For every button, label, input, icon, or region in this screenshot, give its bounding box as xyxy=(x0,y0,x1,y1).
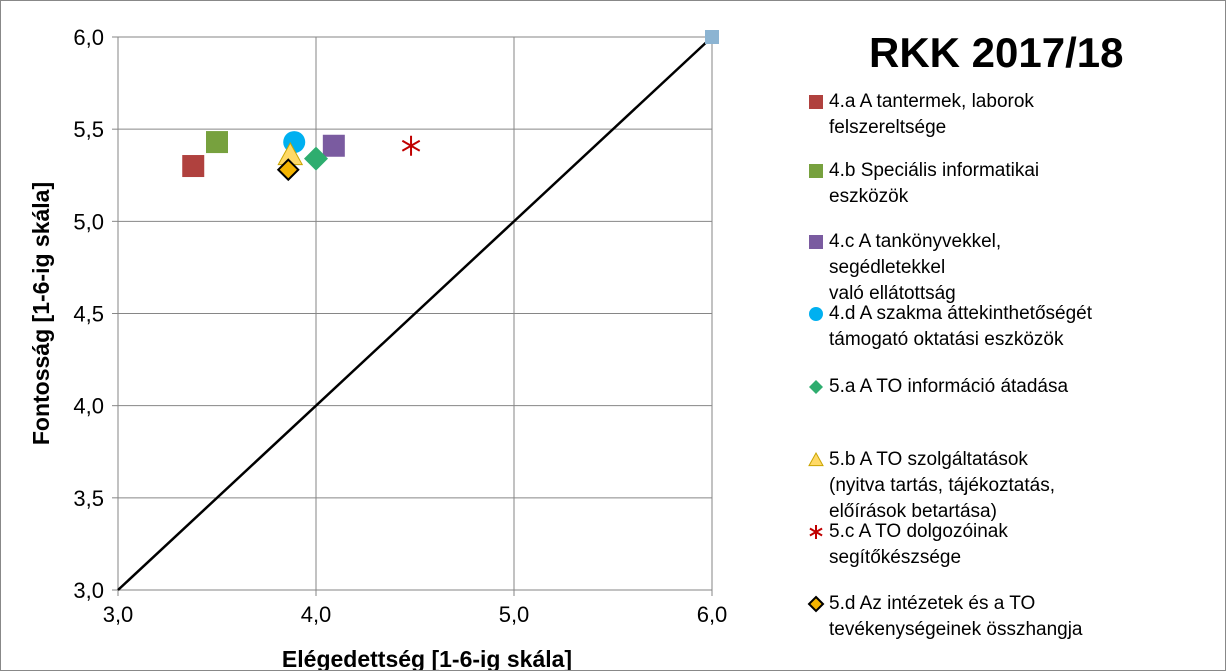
legend-symbol xyxy=(809,307,823,321)
y-axis-title: Fontosság [1-6-ig skála] xyxy=(28,182,54,445)
legend-marker xyxy=(809,235,823,249)
legend-marker xyxy=(808,451,824,467)
corner-point xyxy=(705,30,719,44)
x-tick-label: 3,0 xyxy=(103,602,134,627)
x-axis-title: Elégedettség [1-6-ig skála] xyxy=(282,646,572,670)
legend-symbol xyxy=(809,164,823,178)
y-tick-label: 4,0 xyxy=(73,394,104,419)
legend-label: 5.c A TO dolgozóinak segítőkészsége xyxy=(829,521,1008,568)
legend-label: 4.d A szakma áttekinthetőségét támogató … xyxy=(829,303,1093,350)
y-tick-label: 6,0 xyxy=(73,25,104,50)
legend-label: 4.b Speciális informatikai eszközök xyxy=(829,160,1040,207)
y-tick-label: 3,0 xyxy=(73,578,104,603)
reference-line xyxy=(117,36,713,591)
legend-marker xyxy=(809,164,823,178)
chart-title: RKK 2017/18 xyxy=(869,29,1124,76)
y-tick-label: 5,5 xyxy=(73,117,104,142)
y-tick-label: 4,5 xyxy=(73,302,104,327)
point-5c xyxy=(401,135,421,156)
legend-marker xyxy=(809,380,823,394)
y-tick-label: 3,5 xyxy=(73,486,104,511)
legend-marker xyxy=(809,95,823,109)
legend-symbol-5d xyxy=(807,595,825,613)
x-tick-label: 5,0 xyxy=(499,602,530,627)
point-4a xyxy=(182,155,205,178)
point-4b xyxy=(206,131,228,154)
legend-label: 5.a A TO információ átadása xyxy=(829,376,1069,397)
x-tick-label: 4,0 xyxy=(301,602,332,627)
legend-marker xyxy=(809,525,823,539)
legend-symbol xyxy=(809,380,823,394)
legend-label: 4.c A tankönyvekkel, segédletekkel való … xyxy=(829,231,1002,304)
legend-symbol xyxy=(809,95,823,109)
point-5a xyxy=(304,146,328,171)
legend-symbol xyxy=(809,235,823,249)
x-tick-label: 6,0 xyxy=(697,602,728,627)
star-stroke xyxy=(809,527,823,537)
legend-symbol xyxy=(808,451,824,467)
legend-symbol xyxy=(809,525,823,539)
legend-marker xyxy=(809,307,823,321)
star-stroke xyxy=(401,139,421,152)
y-tick-label: 5,0 xyxy=(73,209,104,234)
legend-label: 4.a A tantermek, laborok felszereltsége xyxy=(829,91,1034,138)
legend-label: 5.b A TO szolgáltatások (nyitva tartás, … xyxy=(829,449,1055,522)
point-5d xyxy=(276,158,300,182)
legend-marker xyxy=(807,595,825,613)
legend-label: 5.d Az intézetek és a TO tevékenységeine… xyxy=(829,593,1083,640)
point-4c xyxy=(322,134,345,157)
